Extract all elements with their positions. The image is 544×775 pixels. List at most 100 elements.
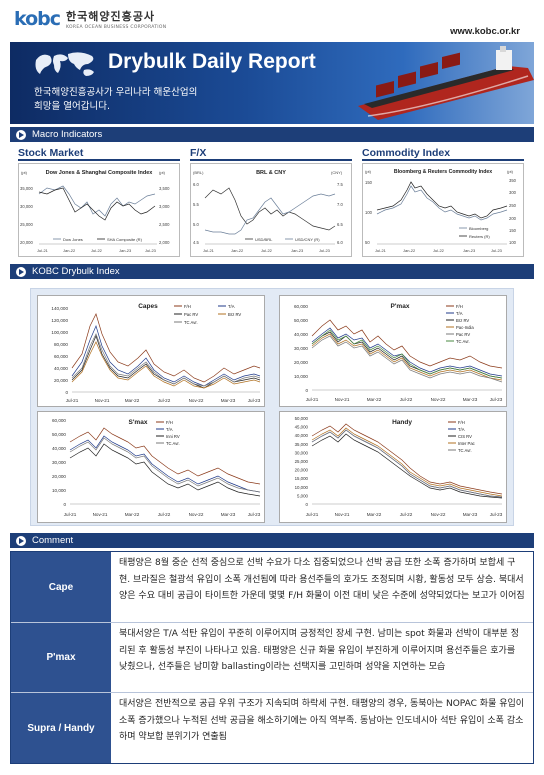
- smax-chart: S'max 60,000 50,000 40,000 30,000 20,000…: [37, 411, 265, 523]
- comment-label: P'max: [11, 623, 111, 692]
- legend-label: F/H: [456, 304, 463, 309]
- fx-chart: BRL & CNY (BRL) (CNY) 6.0 5.5 5.0 4.5 7.…: [190, 163, 352, 257]
- section-arrow-icon: [16, 266, 26, 277]
- legend-label: T/A: [228, 304, 235, 309]
- chart-title: BRL & CNY: [256, 170, 286, 176]
- tick-label: 6.0: [337, 240, 343, 245]
- report-banner: Drybulk Daily Report 한국해양진흥공사가 우리나라 해운산업…: [10, 42, 534, 124]
- series-line-tc-avr: [71, 333, 261, 387]
- smax-chart-svg: S'max 60,000 50,000 40,000 30,000 20,000…: [52, 418, 261, 517]
- website-link[interactable]: www.kobc.or.kr: [450, 26, 520, 37]
- tick-label: Jul-22: [91, 248, 103, 253]
- section-header-macro: Macro Indicators: [10, 127, 534, 142]
- tick-label: 3,000: [159, 204, 170, 209]
- tick-label: Nov-21: [93, 512, 108, 517]
- tick-label: Mar-23: [221, 398, 236, 403]
- left-axis-ticks: 35,000 30,000 25,000 20,000: [20, 186, 33, 245]
- kobc-logo[interactable]: kobc 한국해양진흥공사 KOREA OCEAN BUSINESS CORPO…: [14, 8, 166, 30]
- tick-label: 15,000: [295, 476, 309, 481]
- tick-label: 10,000: [52, 488, 66, 493]
- logo-mark: kobc: [14, 8, 61, 30]
- tick-label: Jul-22: [158, 398, 171, 403]
- stock-market-heading: Stock Market: [18, 147, 180, 161]
- tick-label: Nov-22: [189, 398, 204, 403]
- series-line-usd-brl: [204, 187, 336, 231]
- left-axis-ticks: 6.0 5.5 5.0 4.5: [193, 182, 199, 245]
- y-axis-ticks: 60,000 50,000 40,000 30,000 20,000 10,00…: [52, 418, 67, 507]
- tick-label: 40,000: [52, 446, 66, 451]
- tick-label: Jul-23: [145, 248, 157, 253]
- tick-label: 2,000: [159, 240, 170, 245]
- comment-text: 북대서양은 T/A 석탄 유입이 꾸준히 이루어지며 긍정적인 장세 구현. 남…: [119, 629, 519, 672]
- legend-label: F/H: [166, 420, 173, 425]
- right-unit: (pt): [159, 170, 166, 175]
- tick-label: 150: [365, 180, 373, 185]
- tick-label: 30,000: [52, 460, 66, 465]
- tick-label: Jul-23: [490, 512, 503, 517]
- legend: F/H T/A CIS RV Inter Pac TC Avr.: [448, 420, 475, 453]
- legend-label: Pac RV: [184, 312, 198, 317]
- legend-label: SHA Composite (R): [107, 237, 143, 242]
- tick-label: 20,000: [294, 360, 308, 365]
- tick-label: 10,000: [294, 374, 308, 379]
- legend-label: TC Avr.: [458, 448, 472, 453]
- series-line-tc-avr: [311, 429, 503, 498]
- capes-chart-svg: Capes 140,000 120,000 100,000 80,000 60,…: [51, 303, 261, 403]
- section-arrow-icon: [16, 129, 26, 140]
- legend-label: F/H: [184, 304, 191, 309]
- chart-title: Handy: [392, 419, 412, 426]
- tick-label: Nov-22: [431, 397, 446, 402]
- series-line-brz-rv: [71, 341, 261, 389]
- tick-label: 140,000: [51, 306, 68, 311]
- legend: F/H T/A Inni RV TC Avr.: [156, 420, 180, 446]
- tick-label: Mar-23: [463, 397, 478, 402]
- legend-label: Bloomberg: [469, 226, 488, 231]
- tick-label: 20,000: [20, 240, 33, 245]
- pmax-chart-svg: P'max 60,000 50,000 40,000 30,000 20,000…: [294, 303, 503, 402]
- chart-title: Capes: [138, 303, 158, 310]
- pmax-chart: P'max 60,000 50,000 40,000 30,000 20,000…: [279, 295, 507, 407]
- tick-label: Jan-23: [463, 248, 476, 253]
- y-axis-ticks: 140,000 120,000 100,000 80,000 60,000 40…: [51, 306, 68, 395]
- tick-label: Jul-21: [37, 248, 49, 253]
- y-axis-ticks: 50,000 45,000 40,000 35,000 30,000 25,00…: [295, 416, 309, 507]
- tick-label: 7.0: [337, 202, 343, 207]
- tick-label: Jan-22: [63, 248, 76, 253]
- legend-label: Brz RV: [456, 318, 469, 323]
- bulk-carrier-ship-icon: [358, 46, 534, 120]
- tick-label: Mar-23: [221, 512, 236, 517]
- tick-label: 0: [65, 390, 68, 395]
- world-map-icon: [35, 52, 94, 76]
- tick-label: 60,000: [294, 304, 308, 309]
- series-line-shanghai: [38, 187, 156, 221]
- stock-market-panel: Stock Market Dow Jones & Shanghai Compos…: [18, 147, 180, 259]
- series-line-cis-rv: [311, 433, 503, 499]
- series-line-fh: [71, 313, 261, 383]
- tick-label: 40,000: [295, 433, 309, 438]
- tick-label: 50,000: [294, 318, 308, 323]
- tick-label: Jan-22: [403, 248, 416, 253]
- tick-label: Mar-22: [125, 512, 140, 517]
- tick-label: Jul-23: [248, 512, 261, 517]
- logo-english: KOREA OCEAN BUSINESS CORPORATION: [66, 25, 167, 30]
- series-line-dow: [38, 185, 156, 217]
- tick-label: Jul-21: [203, 248, 215, 253]
- comment-row-cape: Cape 태평양은 8월 중순 선적 중심으로 선박 수요가 다소 집중되었으나…: [11, 552, 533, 622]
- tick-label: 20,000: [54, 378, 68, 383]
- series-line-ta: [311, 327, 503, 377]
- series-line-pac-rv: [71, 335, 261, 389]
- tick-label: Jul-22: [400, 397, 413, 402]
- tick-label: 30,000: [20, 204, 33, 209]
- x-axis-ticks: Jul-21 Nov-21 Mar-22 Jul-22 Nov-22 Mar-2…: [306, 512, 503, 517]
- comment-label: Supra / Handy: [11, 693, 111, 763]
- tick-label: 0: [63, 502, 66, 507]
- tick-label: 100,000: [51, 330, 68, 335]
- tick-label: 3,500: [159, 186, 170, 191]
- tick-label: Mar-22: [367, 397, 382, 402]
- tick-label: 20,000: [52, 474, 66, 479]
- legend-label: Pac RV: [456, 332, 470, 337]
- tick-label: 35,000: [295, 442, 309, 447]
- section-title-macro: Macro Indicators: [32, 129, 103, 140]
- fx-panel: F/X BRL & CNY (BRL) (CNY) 6.0 5.5 5.0 4.…: [190, 147, 352, 259]
- legend-label: T/A: [166, 427, 173, 432]
